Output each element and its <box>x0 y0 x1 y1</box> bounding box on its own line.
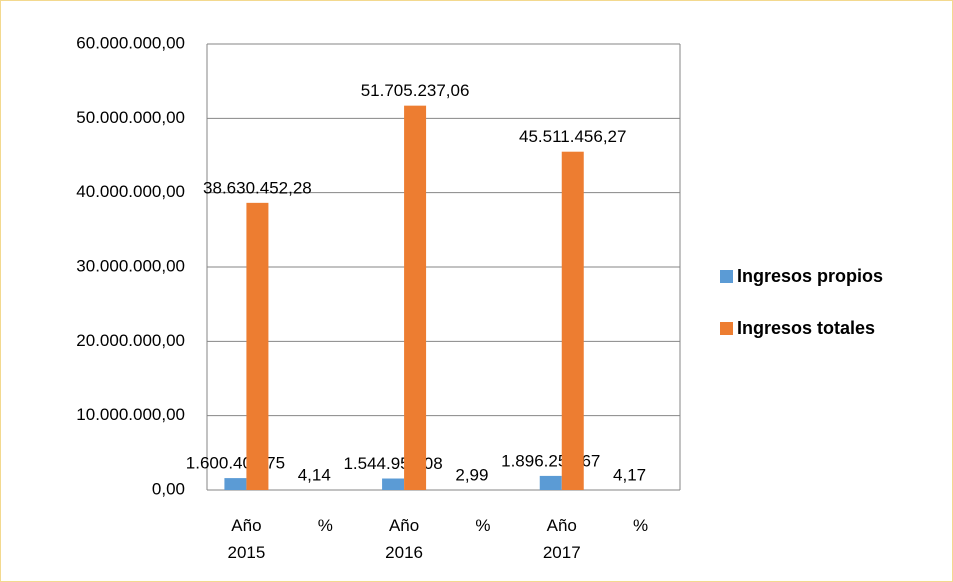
x-tick-label: % <box>633 516 649 535</box>
bar <box>539 475 562 490</box>
x-tick-label: Año 2016 <box>385 516 423 562</box>
y-tick-label: 50.000.000,00 <box>76 108 185 127</box>
x-tick-label: Año 2017 <box>542 516 581 562</box>
legend-swatch <box>720 322 733 335</box>
legend-label: Ingresos propios <box>737 266 883 286</box>
y-tick-label: 60.000.000,00 <box>76 33 185 52</box>
data-label: 1.896.259,67 <box>501 451 600 470</box>
data-label: 4,17 <box>613 465 646 484</box>
legend-swatch <box>720 270 733 283</box>
y-tick-label: 10.000.000,00 <box>76 405 185 424</box>
bar <box>382 478 405 490</box>
data-label: 4,14 <box>298 465 331 484</box>
data-label: 51.705.237,06 <box>361 81 470 100</box>
y-tick-label: 0,00 <box>152 479 185 498</box>
data-label: 2,99 <box>455 465 488 484</box>
x-tick-label: % <box>317 516 333 535</box>
x-tick-label: % <box>475 516 491 535</box>
legend-label: Ingresos totales <box>737 318 875 338</box>
data-label: 38.630.452,28 <box>203 178 312 197</box>
bar <box>561 151 584 490</box>
data-label: 1.544.950,08 <box>343 454 442 473</box>
data-label: 1.600.409,75 <box>186 454 285 473</box>
y-tick-label: 30.000.000,00 <box>76 256 185 275</box>
y-tick-label: 20.000.000,00 <box>76 331 185 350</box>
bar <box>404 105 427 490</box>
x-tick-label: Año 2015 <box>227 516 266 562</box>
bar <box>224 478 247 490</box>
data-label: 45.511.456,27 <box>519 127 626 146</box>
bar <box>246 202 269 490</box>
y-tick-label: 40.000.000,00 <box>76 182 185 201</box>
